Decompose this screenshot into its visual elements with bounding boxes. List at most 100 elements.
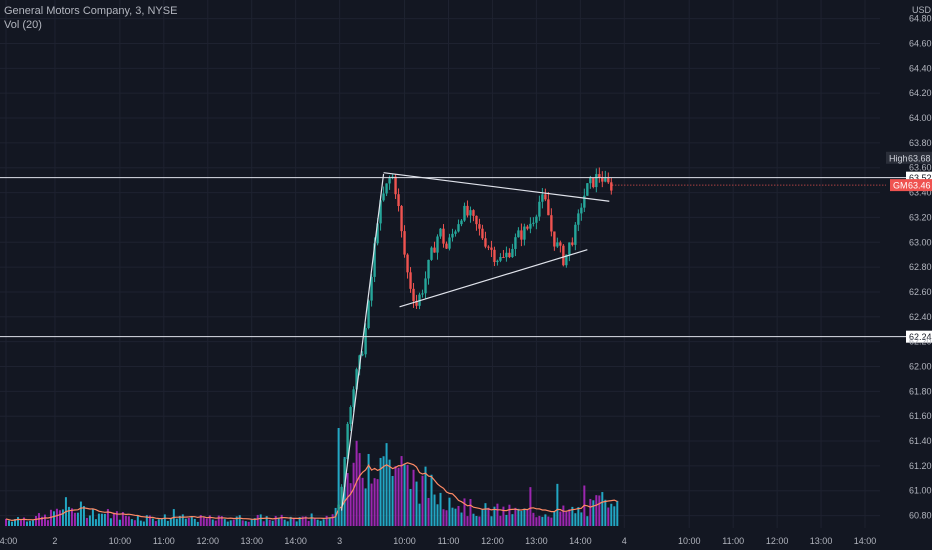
candle-body <box>577 213 580 225</box>
volume-bar <box>70 508 73 526</box>
volume-bar <box>493 506 496 526</box>
volume-bar <box>355 440 358 526</box>
candle <box>421 289 424 298</box>
volume-bar <box>40 516 43 526</box>
volume-bar <box>412 469 415 526</box>
candle-body <box>595 174 598 188</box>
volume-bar <box>550 517 553 526</box>
candle <box>466 200 469 218</box>
candle <box>364 323 367 358</box>
candle <box>499 253 502 263</box>
volume-bar <box>283 519 286 526</box>
volume-bar <box>562 505 565 526</box>
volume-bar <box>445 510 448 526</box>
volume-bar <box>391 475 394 526</box>
volume-bar <box>61 509 64 526</box>
candle <box>457 219 460 233</box>
volume-bar <box>223 519 226 526</box>
volume-bar <box>610 503 613 526</box>
volume-bar <box>346 473 349 526</box>
volume-bar <box>250 519 253 526</box>
volume-bar <box>535 517 538 526</box>
volume-bar <box>598 495 601 526</box>
candle <box>430 246 433 261</box>
candle <box>574 222 577 251</box>
candle <box>427 259 430 285</box>
volume-bar <box>520 511 523 526</box>
volume-bar <box>211 519 214 526</box>
candle-body <box>592 177 595 188</box>
candle-body <box>481 228 484 239</box>
volume-bar <box>385 443 388 526</box>
volume-bar <box>103 513 106 526</box>
volume-bar <box>577 507 580 526</box>
candle-body <box>496 260 499 263</box>
volume-bar <box>178 515 181 526</box>
candle-body <box>589 177 592 184</box>
volume-bar <box>139 520 142 526</box>
volume-bar <box>505 514 508 526</box>
time-tick-label: 3 <box>337 536 342 546</box>
time-tick-label: 14:00 <box>569 536 592 546</box>
candle-body <box>499 257 502 261</box>
candle <box>352 386 355 412</box>
time-tick-label: 10:00 <box>109 536 132 546</box>
volume-bar <box>367 453 370 526</box>
candle <box>424 271 427 299</box>
volume-bar <box>370 483 373 526</box>
trendline <box>399 249 588 308</box>
candle-body <box>376 223 379 244</box>
volume-bar <box>475 515 478 526</box>
candle-body <box>538 201 541 217</box>
volume-bar <box>523 508 526 526</box>
candle-body <box>445 243 448 249</box>
candle-body <box>511 248 514 258</box>
trendline <box>383 172 610 202</box>
candle <box>481 224 484 240</box>
volume-bar <box>181 514 184 526</box>
candle <box>382 186 385 202</box>
volume-indicator-label[interactable]: Vol (20) <box>4 19 42 31</box>
volume-bar <box>373 478 376 526</box>
candle-body <box>487 246 490 248</box>
candle-body <box>460 220 463 225</box>
last-price-badge <box>890 179 932 192</box>
candle-body <box>466 205 469 216</box>
candle <box>517 227 520 238</box>
candle-body <box>553 231 556 247</box>
candle-body <box>505 252 508 258</box>
candle <box>451 228 454 242</box>
volume-bar <box>247 521 250 526</box>
volume-bar <box>109 518 112 526</box>
volume-bar <box>571 506 574 526</box>
candle-body <box>478 224 481 229</box>
candle-body <box>373 243 376 277</box>
volume-bar <box>67 506 70 526</box>
trendlines[interactable] <box>341 172 610 511</box>
candle-body <box>547 199 550 216</box>
candle <box>586 182 589 196</box>
candle <box>484 231 487 249</box>
candle <box>595 168 598 193</box>
candle-body <box>415 301 418 306</box>
volume-bar <box>148 515 151 526</box>
last-price-symbol: GM <box>893 181 908 191</box>
volume-bar <box>208 515 211 526</box>
symbol-title[interactable]: General Motors Company, 3, NYSE <box>4 5 178 17</box>
volume-bar <box>478 516 481 526</box>
price-tick-label: 62.00 <box>909 361 932 371</box>
volume-bar <box>121 512 124 526</box>
volume-bar <box>58 510 61 526</box>
volume-bar <box>541 516 544 526</box>
volume-bar <box>340 497 343 526</box>
candle-body <box>559 242 562 246</box>
price-tick-label: 64.20 <box>909 88 932 98</box>
candle <box>541 188 544 209</box>
time-axis[interactable]: 14:00 2 10:00 11:00 12:00 13:00 14:00 3 10:00 11:… <box>0 536 876 546</box>
candle <box>385 183 388 197</box>
price-axis[interactable]: USD64.8064.6064.4064.2064.0063.8063.6063… <box>909 5 932 521</box>
volume-bar <box>352 462 355 526</box>
volume-bar <box>382 456 385 526</box>
